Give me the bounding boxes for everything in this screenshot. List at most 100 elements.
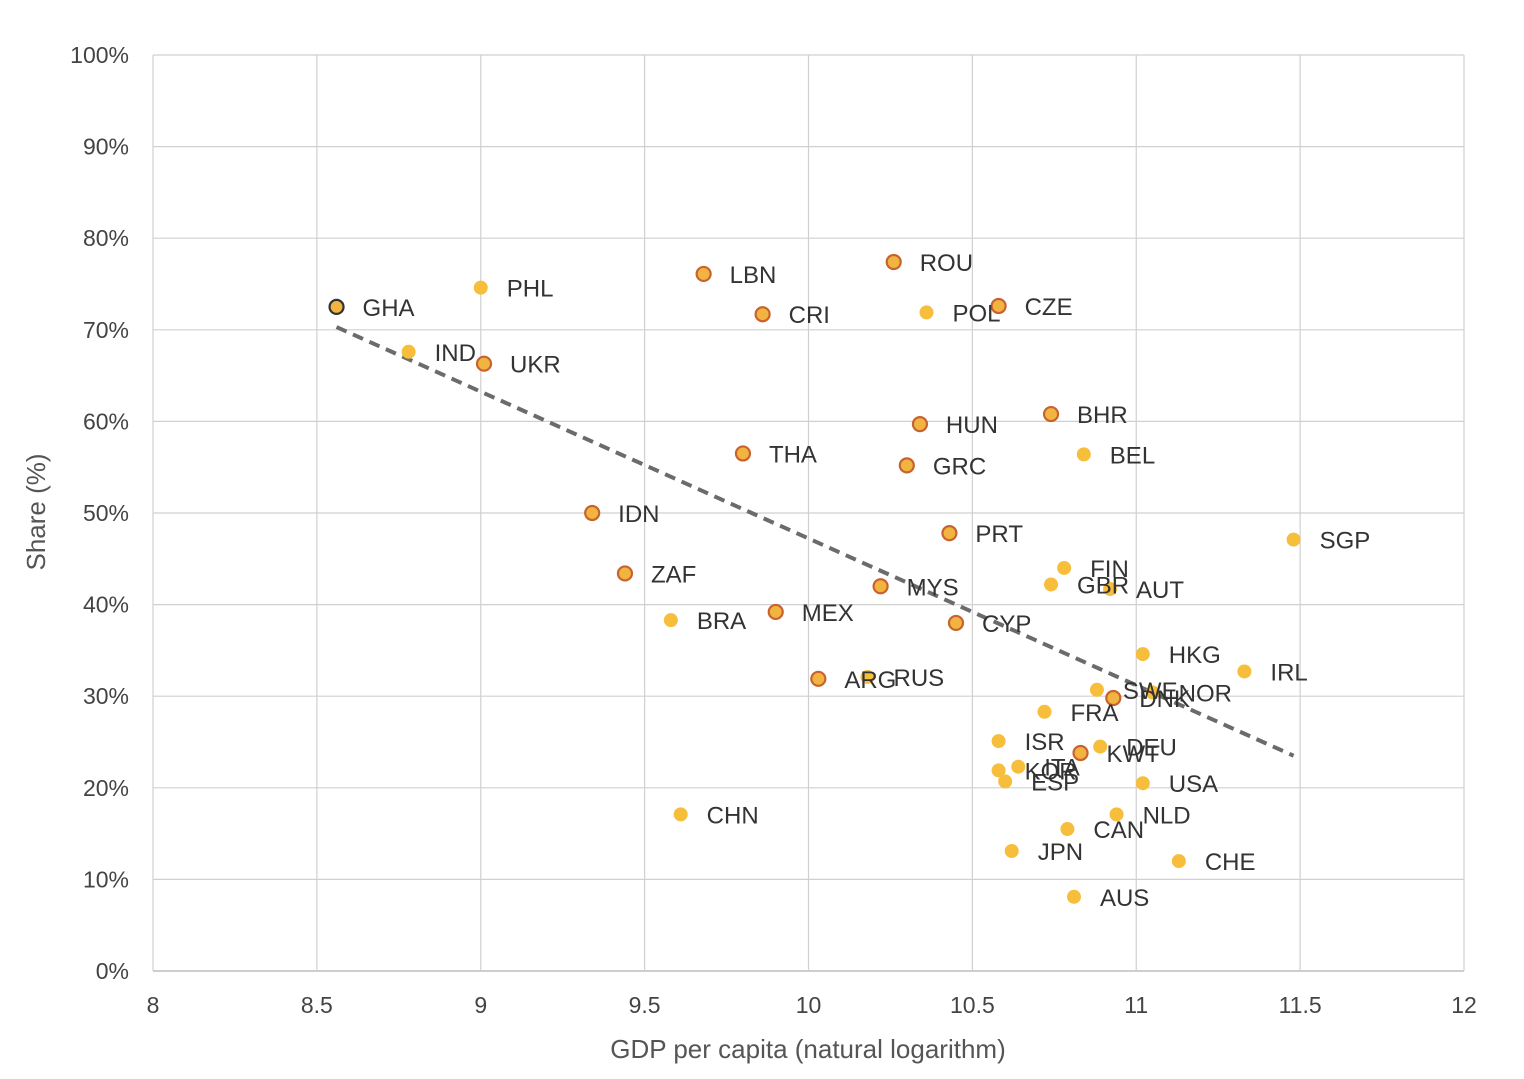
- data-point-ukr: [475, 355, 493, 372]
- data-point-hkg: [1135, 647, 1150, 662]
- data-point-ind: [401, 344, 416, 359]
- x-tick-label: 12: [1451, 992, 1477, 1018]
- data-label-dnk: DNK: [1139, 686, 1190, 713]
- data-point-che: [1171, 854, 1186, 869]
- data-point-deu: [1093, 739, 1108, 754]
- data-label-ind: IND: [435, 340, 476, 367]
- data-label-deu: DEU: [1126, 735, 1177, 762]
- data-point-ita: [1011, 759, 1026, 774]
- data-point-isr: [991, 734, 1006, 749]
- data-label-isr: ISR: [1025, 729, 1065, 756]
- data-point-tha: [734, 445, 752, 462]
- data-point-esp: [998, 774, 1013, 789]
- y-tick-label: 10%: [83, 866, 129, 892]
- x-tick-label: 8.5: [301, 992, 333, 1018]
- data-label-chn: CHN: [707, 802, 759, 829]
- x-tick-label: 10: [796, 992, 822, 1018]
- data-label-nor: NOR: [1179, 681, 1232, 708]
- data-label-fin: FIN: [1090, 556, 1129, 583]
- data-point-nor: [1145, 685, 1160, 700]
- data-label-cyp: CYP: [982, 611, 1031, 638]
- data-point-phl: [473, 280, 488, 295]
- data-label-lbn: LBN: [730, 262, 777, 289]
- data-point-zaf: [616, 565, 634, 582]
- data-label-hun: HUN: [946, 412, 998, 439]
- data-label-bel: BEL: [1110, 442, 1155, 469]
- data-label-aut: AUT: [1136, 577, 1184, 604]
- data-point-chn: [673, 807, 688, 822]
- data-point-swe: [1089, 682, 1104, 697]
- data-point-usa: [1135, 776, 1150, 791]
- data-point-sgp: [1286, 532, 1301, 547]
- y-tick-label: 20%: [83, 775, 129, 801]
- data-point-fin: [1057, 560, 1072, 575]
- data-points: [328, 253, 1301, 904]
- data-label-ukr: UKR: [510, 352, 561, 379]
- data-point-idn: [584, 504, 601, 522]
- x-axis-title: GDP per capita (natural logarithm): [610, 1034, 1005, 1064]
- data-label-hkg: HKG: [1169, 642, 1221, 669]
- data-label-phl: PHL: [507, 276, 554, 303]
- data-point-rus: [860, 669, 875, 684]
- data-point-grc: [898, 457, 915, 474]
- data-label-arg: ARG: [844, 667, 896, 694]
- y-tick-label: 40%: [83, 592, 129, 618]
- data-label-fra: FRA: [1070, 700, 1118, 727]
- data-point-mex: [767, 603, 784, 621]
- data-label-aus: AUS: [1100, 885, 1149, 912]
- trendline: [335, 325, 1295, 758]
- data-label-grc: GRC: [933, 453, 986, 480]
- data-point-nld: [1109, 807, 1124, 822]
- data-label-idn: IDN: [618, 501, 659, 528]
- data-label-che: CHE: [1205, 849, 1256, 876]
- data-point-hun: [911, 416, 929, 433]
- x-tick-label: 9: [474, 992, 487, 1018]
- data-point-prt: [941, 525, 958, 542]
- data-point-dnk: [1105, 689, 1122, 707]
- data-point-mys: [872, 578, 889, 595]
- y-tick-label: 80%: [83, 225, 129, 251]
- data-label-mex: MEX: [802, 600, 854, 627]
- y-tick-label: 50%: [83, 500, 129, 526]
- data-label-usa: USA: [1169, 771, 1218, 798]
- data-point-bra: [663, 613, 678, 628]
- data-label-cze: CZE: [1025, 294, 1073, 321]
- data-label-rus: RUS: [893, 665, 944, 692]
- trendline-layer: [335, 325, 1295, 758]
- data-point-cze: [990, 297, 1007, 315]
- data-point-jpn: [1004, 844, 1019, 859]
- data-point-lbn: [695, 265, 712, 283]
- data-label-sgp: SGP: [1320, 528, 1371, 555]
- data-label-bhr: BHR: [1077, 402, 1128, 429]
- x-tick-label: 8: [147, 992, 160, 1018]
- axis-ticks: 0% 10% 20% 30% 40% 50% 60% 70% 80% 90% 100% 8 8.5 9 9.…: [70, 42, 1477, 1018]
- gridlines: [152, 54, 1465, 972]
- x-tick-label: 11.5: [1279, 992, 1322, 1018]
- data-point-gbr: [1044, 577, 1059, 592]
- data-point-rou: [885, 253, 902, 271]
- data-point-kwt: [1072, 744, 1089, 762]
- x-tick-label: 11: [1124, 992, 1148, 1018]
- data-label-cri: CRI: [789, 302, 830, 329]
- data-label-jpn: JPN: [1038, 839, 1083, 866]
- data-label-kwt: KWT: [1107, 741, 1161, 768]
- data-label-irl: IRL: [1270, 659, 1307, 686]
- x-tick-label: 10.5: [950, 992, 995, 1018]
- data-label-gha: GHA: [363, 295, 415, 322]
- y-tick-label: 60%: [83, 408, 129, 434]
- data-point-aut: [1103, 582, 1118, 597]
- data-point-gha: [328, 298, 345, 315]
- data-point-can: [1060, 822, 1075, 837]
- data-label-bra: BRA: [697, 608, 746, 635]
- data-label-ita: ITA: [1044, 755, 1080, 782]
- y-tick-label: 100%: [70, 42, 129, 68]
- data-point-fra: [1037, 704, 1052, 719]
- data-point-cyp: [947, 614, 965, 632]
- data-label-tha: THA: [769, 441, 817, 468]
- data-label-pol: POL: [952, 300, 1000, 327]
- y-tick-label: 70%: [83, 317, 129, 343]
- data-label-nld: NLD: [1143, 802, 1191, 829]
- data-label-mys: MYS: [907, 574, 959, 601]
